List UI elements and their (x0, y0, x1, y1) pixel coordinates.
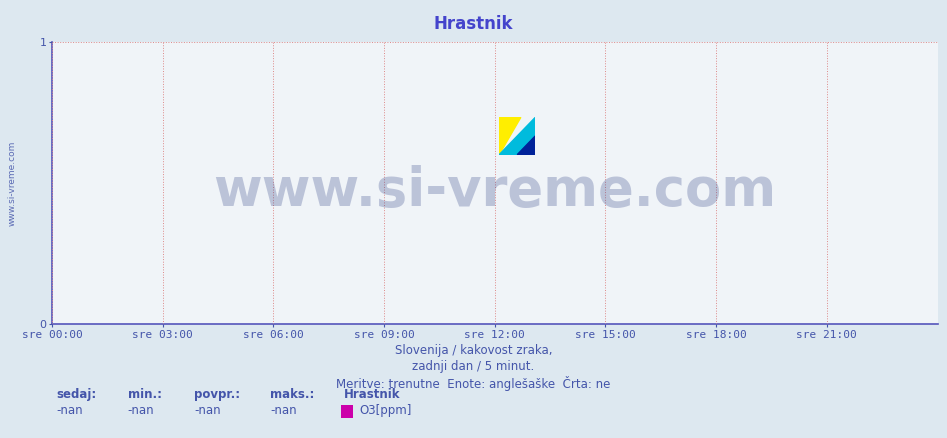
Text: -nan: -nan (128, 404, 154, 417)
Text: O3[ppm]: O3[ppm] (359, 404, 411, 417)
Polygon shape (517, 136, 535, 155)
Text: -nan: -nan (194, 404, 221, 417)
Text: maks.:: maks.: (270, 388, 314, 401)
Text: Meritve: trenutne  Enote: anglešaške  Črta: ne: Meritve: trenutne Enote: anglešaške Črta… (336, 376, 611, 391)
Polygon shape (499, 117, 535, 155)
Text: sedaj:: sedaj: (57, 388, 98, 401)
Text: www.si-vreme.com: www.si-vreme.com (213, 165, 777, 217)
Text: www.si-vreme.com: www.si-vreme.com (8, 140, 17, 226)
Text: min.:: min.: (128, 388, 162, 401)
Text: Hrastnik: Hrastnik (434, 15, 513, 33)
Text: Hrastnik: Hrastnik (344, 388, 401, 401)
Text: Slovenija / kakovost zraka,: Slovenija / kakovost zraka, (395, 344, 552, 357)
Text: -nan: -nan (270, 404, 296, 417)
Text: zadnji dan / 5 minut.: zadnji dan / 5 minut. (412, 360, 535, 373)
Text: -nan: -nan (57, 404, 83, 417)
Polygon shape (499, 117, 521, 155)
Text: povpr.:: povpr.: (194, 388, 241, 401)
